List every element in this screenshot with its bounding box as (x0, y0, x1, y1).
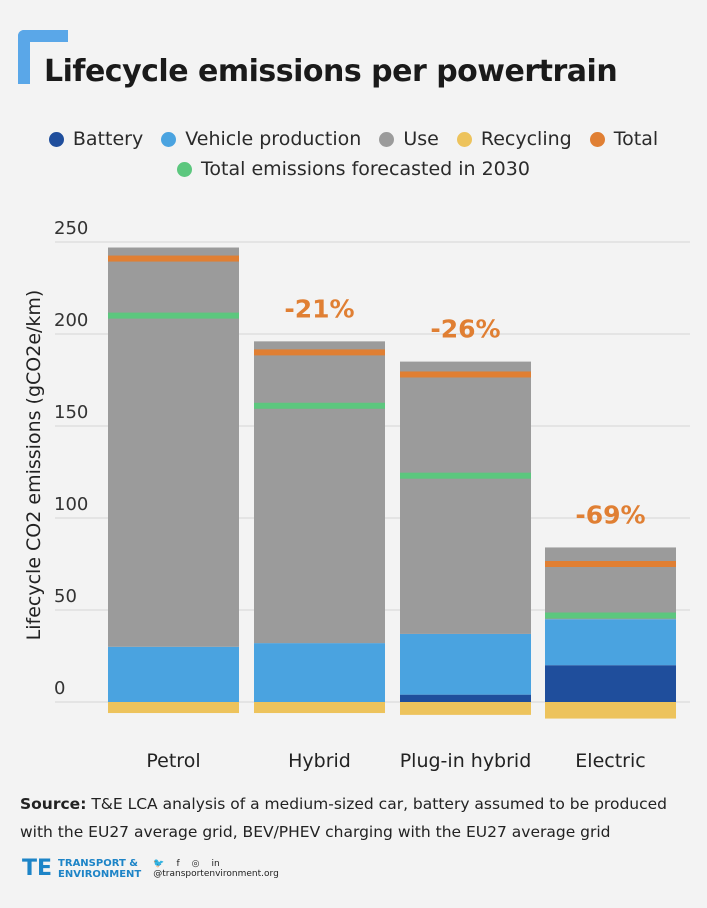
org-name-line2: ENVIRONMENT (58, 868, 142, 880)
legend-dot-use (379, 131, 395, 147)
legend-dot-total (589, 131, 605, 147)
source-note: Source: T&E LCA analysis of a medium-siz… (20, 790, 690, 846)
source-label: Source: (20, 795, 87, 813)
legend-row-2: Total emissions forecasted in 2030 (0, 158, 707, 182)
bar-recycling-0 (108, 702, 239, 714)
y-tick-label-250: 250 (54, 218, 88, 239)
bar-vehicle-production-3 (545, 619, 676, 666)
legend-dot-battery (48, 131, 64, 147)
org-name-line1: TRANSPORT & (58, 857, 138, 869)
total-marker-0 (108, 255, 239, 262)
bar-battery-2 (400, 694, 531, 702)
legend-item-battery: Battery (48, 128, 144, 150)
x-tick-label-3: Electric (575, 750, 645, 772)
legend-dot-vehicle-production (161, 131, 177, 147)
legend-item-use: Use (379, 128, 439, 150)
y-tick-label-50: 50 (54, 586, 77, 607)
legend-label-forecast-2030: Total emissions forecasted in 2030 (201, 158, 530, 180)
legend-dot-recycling (456, 131, 472, 147)
linkedin-icon[interactable]: in (211, 858, 220, 869)
legend-label-use: Use (403, 128, 439, 150)
forecast-marker-1 (254, 402, 385, 409)
org-name: TRANSPORT & ENVIRONMENT (58, 858, 141, 880)
bar-use-1 (254, 341, 385, 644)
legend-item-total: Total (589, 128, 659, 150)
bar-battery-3 (545, 665, 676, 702)
legend-dot-forecast-2030 (177, 161, 193, 177)
legend-label-recycling: Recycling (480, 128, 572, 150)
chart-title: Lifecycle emissions per powertrain (44, 54, 618, 89)
total-marker-2 (400, 371, 531, 378)
bar-vehicle-production-0 (108, 646, 239, 702)
x-tick-label-2: Plug-in hybrid (400, 750, 532, 772)
y-tick-label-200: 200 (54, 310, 88, 331)
te-logo-icon: TE (22, 856, 53, 881)
bar-vehicle-production-1 (254, 643, 385, 702)
forecast-marker-0 (108, 312, 239, 319)
x-tick-label-1: Hybrid (288, 750, 351, 772)
legend-label-total: Total (613, 128, 659, 150)
website-handle[interactable]: @transportenvironment.org (153, 868, 279, 879)
total-marker-3 (545, 561, 676, 567)
reduction-label-2: -26% (430, 315, 500, 344)
y-axis-label: Lifecycle CO2 emissions (gCO2e/km) (23, 290, 45, 641)
x-tick-label-0: Petrol (146, 750, 200, 772)
instagram-icon[interactable]: ◎ (191, 858, 200, 869)
legend-label-battery: Battery (72, 128, 144, 150)
bar-use-2 (400, 361, 531, 634)
bar-use-3 (545, 547, 676, 620)
total-marker-1 (254, 349, 385, 356)
twitter-icon[interactable]: 🐦 (153, 858, 165, 869)
reduction-label-1: -21% (284, 294, 354, 323)
stacked-bar-chart: 0 50 100 150 200 250 Lifecycle CO2 emissions (… (23, 218, 690, 772)
y-tick-label-150: 150 (54, 402, 88, 423)
bar-recycling-3 (545, 702, 676, 719)
legend: Battery Vehicle production Use Recycling… (0, 128, 707, 152)
bar-use-0 (108, 247, 239, 647)
bar-recycling-2 (400, 702, 531, 715)
reduction-label-3: -69% (575, 500, 645, 529)
bar-vehicle-production-2 (400, 633, 531, 695)
legend-item-recycling: Recycling (456, 128, 572, 150)
forecast-marker-2 (400, 472, 531, 479)
legend-label-vehicle-production: Vehicle production (185, 128, 362, 150)
facebook-icon[interactable]: f (176, 858, 180, 869)
social-links: 🐦 f ◎ in @transportenvironment.org (153, 859, 279, 879)
footer: TE TRANSPORT & ENVIRONMENT 🐦 f ◎ in @transp… (22, 856, 279, 881)
legend-item-forecast-2030: Total emissions forecasted in 2030 (177, 158, 530, 180)
corner-bracket-decoration (18, 30, 68, 84)
y-tick-label-0: 0 (54, 678, 65, 699)
bar-recycling-1 (254, 702, 385, 714)
source-text: T&E LCA analysis of a medium-sized car, … (20, 795, 667, 841)
forecast-marker-3 (545, 612, 676, 619)
legend-item-vehicle-production: Vehicle production (161, 128, 361, 150)
y-tick-label-100: 100 (54, 494, 88, 515)
